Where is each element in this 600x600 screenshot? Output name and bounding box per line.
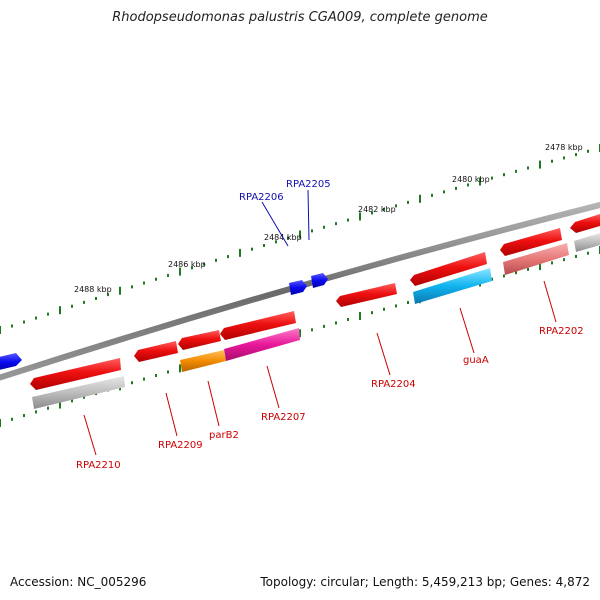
leader-line	[307, 189, 310, 241]
tick-label: 2488 kbp	[74, 285, 112, 294]
gene-label[interactable]: RPA2209	[158, 440, 203, 451]
gene-feature[interactable]	[32, 376, 125, 409]
gene-feature[interactable]	[178, 330, 221, 350]
gene-feature[interactable]	[134, 341, 178, 362]
gene-feature[interactable]	[570, 214, 600, 233]
gene-label[interactable]: RPA2206	[239, 192, 284, 203]
leader-line	[261, 201, 289, 247]
outer-tick-ring	[0, 144, 600, 334]
gene-feature[interactable]	[311, 273, 328, 288]
secondary-row-features	[32, 233, 600, 409]
tick-label: 2482 kbp	[358, 205, 396, 214]
gene-feature[interactable]	[224, 328, 300, 361]
gene-label[interactable]: guaA	[463, 355, 489, 366]
gene-label[interactable]: RPA2210	[76, 460, 121, 471]
map-title: Rhodopseudomonas palustris CGA009, compl…	[112, 10, 488, 25]
tick-label: 2486 kbp	[168, 260, 206, 269]
gene-feature[interactable]	[289, 280, 307, 295]
genome-summary-text: Topology: circular; Length: 5,459,213 bp…	[260, 575, 590, 589]
leader-lines	[83, 189, 557, 456]
gene-labels: RPA2206 RPA2205 RPA2202 guaA RPA2204 RPA…	[76, 179, 584, 471]
gene-label[interactable]: RPA2202	[539, 326, 584, 337]
tick-label: 2478 kbp	[545, 143, 583, 152]
leader-line	[543, 280, 557, 323]
gene-feature[interactable]	[410, 252, 487, 286]
leader-line	[376, 332, 391, 376]
gene-feature[interactable]	[413, 268, 492, 304]
leader-line	[83, 414, 97, 456]
gene-feature[interactable]	[336, 283, 397, 307]
gene-feature[interactable]	[180, 350, 226, 372]
gene-label[interactable]: RPA2207	[261, 412, 306, 423]
forward-strand-features	[0, 214, 600, 390]
gene-feature[interactable]	[30, 358, 121, 390]
gene-feature[interactable]	[574, 233, 600, 252]
leader-line	[266, 365, 280, 409]
leader-line	[459, 307, 475, 354]
gene-feature[interactable]	[220, 311, 296, 340]
leader-line	[207, 380, 220, 427]
gene-label[interactable]: RPA2204	[371, 379, 416, 390]
gene-feature[interactable]	[503, 243, 569, 275]
gene-label[interactable]: RPA2205	[286, 179, 331, 190]
gene-feature[interactable]	[0, 353, 22, 371]
gene-feature[interactable]	[500, 228, 562, 256]
gene-label[interactable]: parB2	[209, 430, 239, 441]
leader-line	[165, 392, 178, 437]
tick-label: 2480 kbp	[452, 175, 490, 184]
accession-text: Accession: NC_005296	[10, 575, 147, 589]
